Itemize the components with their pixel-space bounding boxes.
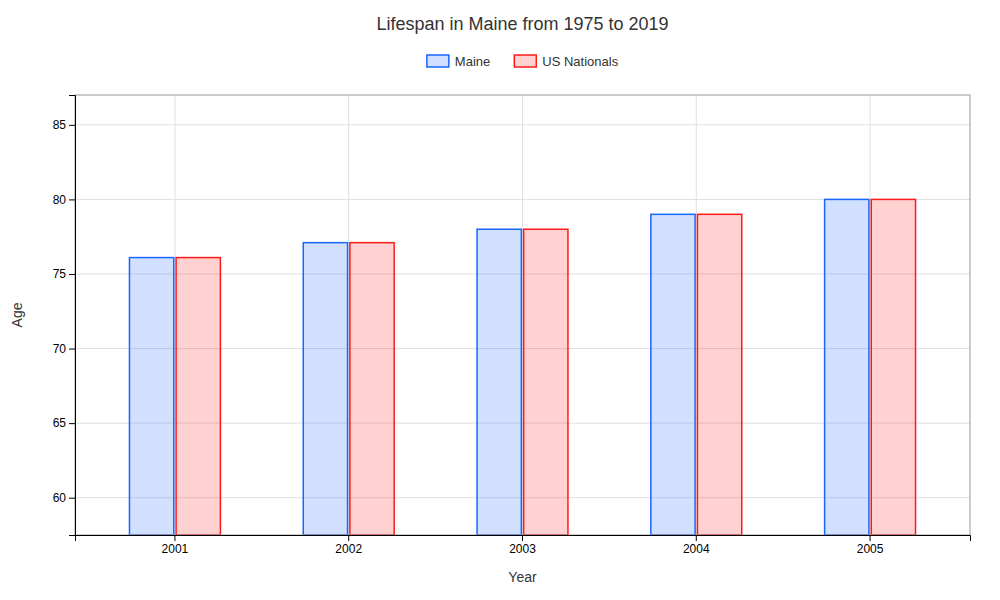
tick-label: 2002 [335,542,362,556]
legend-swatch [427,55,449,67]
tick-label: 70 [53,342,67,356]
tick-mark [69,349,75,350]
tick-mark [69,125,75,126]
legend-label: Maine [455,54,490,69]
grid-line [348,95,349,535]
chart: 2001 2002 2003 2004 2005 60 65 70 75 80 85 Year Age L… [0,0,1000,600]
tick: 85 [53,118,75,132]
tick-label: 75 [53,267,67,281]
tick: 80 [53,193,75,207]
bar [871,199,915,535]
tick-mark [870,535,871,541]
tick-mark [522,535,523,541]
bar [303,243,347,535]
legend-item: Maine [427,54,490,69]
tick: 60 [53,491,75,505]
grid-line [696,95,697,535]
grid-line [174,95,175,535]
plot-frame [75,95,970,535]
tick: 2002 [335,535,362,556]
bar [697,214,741,535]
axis-line [69,96,76,536]
tick: 65 [53,416,75,430]
bar [477,229,521,535]
grid-line [522,95,523,535]
legend-label: US Nationals [542,54,618,69]
bar [129,258,173,535]
bar [825,199,869,535]
axis-line [76,536,971,542]
bar [524,229,568,535]
tick-label: 2004 [683,542,710,556]
y-axis: 60 65 70 75 80 85 [53,96,76,536]
tick-mark [69,274,75,275]
tick-mark [348,535,349,541]
tick-label: 2001 [162,542,189,556]
axis-title: Year [508,569,537,585]
bar [350,243,394,535]
tick-mark [69,498,75,499]
tick-mark [69,199,75,200]
tick-label: 2005 [857,542,884,556]
tick-label: 65 [53,416,67,430]
tick-label: 2003 [509,542,536,556]
tick: 2004 [683,535,710,556]
tick-label: 85 [53,118,67,132]
legend: Maine US Nationals [427,54,619,69]
tick: 2001 [162,535,189,556]
bar [176,258,220,535]
legend-swatch [514,55,536,67]
x-axis: 2001 2002 2003 2004 2005 [76,535,971,556]
grid-line [870,95,871,535]
bar [651,214,695,535]
tick: 2003 [509,535,536,556]
tick: 70 [53,342,75,356]
tick-mark [696,535,697,541]
axis-title: Age [9,302,25,327]
plot: 2001 2002 2003 2004 2005 60 65 70 75 80 85 [53,95,971,556]
tick-label: 60 [53,491,67,505]
tick-label: 80 [53,193,67,207]
title: Lifespan in Maine from 1975 to 2019 [376,14,668,34]
tick-mark [69,423,75,424]
tick: 2005 [857,535,884,556]
tick: 75 [53,267,75,281]
bars [129,199,915,535]
grid [75,95,970,535]
tick-mark [174,535,175,541]
legend-item: US Nationals [514,54,618,69]
